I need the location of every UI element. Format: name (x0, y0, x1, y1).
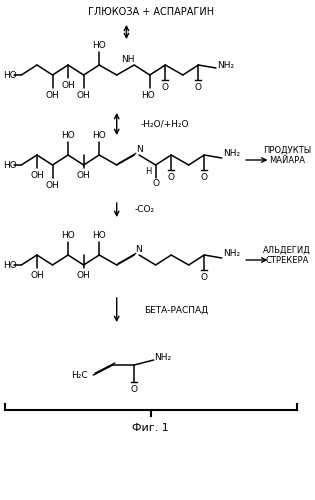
Text: NH₂: NH₂ (223, 150, 240, 158)
Text: HO: HO (3, 70, 17, 80)
Text: H₂C: H₂C (72, 370, 88, 380)
Text: O: O (162, 82, 169, 92)
Text: O: O (201, 172, 208, 182)
Text: O: O (168, 172, 175, 182)
Text: O: O (131, 384, 138, 394)
Text: NH₂: NH₂ (154, 352, 171, 362)
Text: HO: HO (92, 132, 106, 140)
Text: H: H (145, 168, 151, 176)
Text: HO: HO (3, 260, 17, 270)
Text: OH: OH (61, 80, 75, 90)
Text: HO: HO (61, 232, 75, 240)
Text: АЛЬДЕГИД
СТРЕКЕРА: АЛЬДЕГИД СТРЕКЕРА (263, 246, 311, 264)
Text: NH₂: NH₂ (217, 60, 234, 70)
Text: O: O (195, 82, 202, 92)
Text: OH: OH (77, 90, 90, 100)
Text: OH: OH (30, 270, 44, 280)
Text: N: N (135, 246, 141, 254)
Text: HO: HO (141, 90, 155, 100)
Text: БЕТА-РАСПАД: БЕТА-РАСПАД (144, 306, 208, 314)
Text: OH: OH (46, 90, 60, 100)
Text: Фиг. 1: Фиг. 1 (132, 423, 169, 433)
Text: O: O (201, 272, 208, 281)
Text: -CO₂: -CO₂ (134, 206, 154, 214)
Text: HO: HO (92, 42, 106, 50)
Text: NH: NH (121, 56, 134, 64)
Text: HO: HO (3, 160, 17, 170)
Text: O: O (152, 180, 159, 188)
Text: ГЛЮКОЗА + АСПАРАГИН: ГЛЮКОЗА + АСПАРАГИН (88, 7, 214, 17)
Text: NH₂: NH₂ (223, 250, 240, 258)
Text: -H₂O/+H₂O: -H₂O/+H₂O (141, 120, 190, 128)
Text: ПРОДУКТЫ
МАЙАРА: ПРОДУКТЫ МАЙАРА (263, 146, 311, 165)
Text: OH: OH (77, 270, 90, 280)
Text: OH: OH (30, 170, 44, 179)
Text: HO: HO (92, 232, 106, 240)
Text: HO: HO (61, 132, 75, 140)
Text: N: N (136, 146, 142, 154)
Text: OH: OH (77, 170, 90, 179)
Text: OH: OH (46, 180, 60, 190)
